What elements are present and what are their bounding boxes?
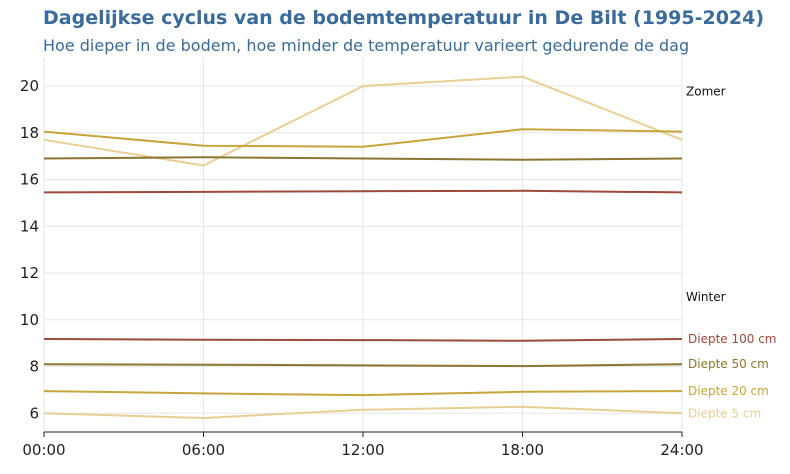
series-line <box>43 189 683 194</box>
series-line <box>43 390 683 397</box>
y-tick-label: 12 <box>20 264 39 282</box>
chart-title: Dagelijkse cyclus van de bodemtemperatuu… <box>43 7 765 29</box>
series-line <box>43 128 683 148</box>
x-tick-label: 12:00 <box>341 441 384 459</box>
series-label: Diepte 20 cm <box>688 384 769 398</box>
chart-subtitle: Hoe dieper in de bodem, hoe minder de te… <box>43 36 690 55</box>
series-label: Diepte 5 cm <box>688 406 761 420</box>
x-tick-label: 24:00 <box>660 441 703 459</box>
y-tick-label: 20 <box>20 77 39 95</box>
series-label: Diepte 50 cm <box>688 357 769 371</box>
y-tick-label: 16 <box>20 171 39 189</box>
series-line <box>43 405 683 419</box>
series-line <box>43 338 683 342</box>
series-line <box>43 363 683 368</box>
x-tick-label: 00:00 <box>22 441 65 459</box>
y-tick-label: 10 <box>20 311 39 329</box>
annotation-zomer: Zomer <box>686 84 726 98</box>
x-tick-label: 06:00 <box>182 441 225 459</box>
y-tick-label: 18 <box>20 124 39 142</box>
y-tick-label: 6 <box>29 404 39 422</box>
y-tick-label: 14 <box>20 217 39 235</box>
y-tick-label: 8 <box>29 358 39 376</box>
series-label: Diepte 100 cm <box>688 332 776 346</box>
x-tick-label: 18:00 <box>501 441 544 459</box>
series-line <box>43 156 683 161</box>
annotation-winter: Winter <box>686 290 726 304</box>
